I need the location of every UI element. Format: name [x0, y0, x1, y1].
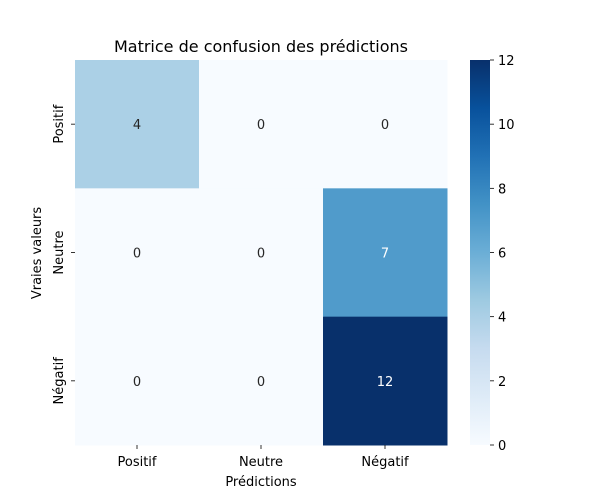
cell-value-r2-c0: 0: [133, 375, 141, 390]
heatmap-cell-r1-c1: [199, 188, 324, 318]
colorbar-tick-label-2: 4: [498, 311, 506, 326]
heatmap-cell-r0-c1: [199, 60, 324, 189]
chart-title: Matrice de confusion des prédictions: [114, 37, 408, 56]
heatmap-cell-r2-c2: [323, 316, 448, 446]
x-axis-label: Prédictions: [225, 475, 297, 490]
cell-value-r1-c1: 0: [257, 247, 265, 262]
cell-value-r0-c2: 0: [381, 118, 389, 133]
colorbar: [470, 60, 490, 445]
heatmap-cell-r0-c0: [75, 60, 200, 189]
colorbar-tick-label-0: 0: [498, 439, 506, 454]
heatmap-cell-labels: 4 0 0 0 0 7 0 0 12: [133, 118, 393, 390]
cell-value-r2-c1: 0: [257, 375, 265, 390]
cell-value-r1-c0: 0: [133, 247, 141, 262]
x-tick-label-2: Négatif: [361, 455, 409, 470]
y-axis-label: Vraies valeurs: [30, 207, 45, 300]
heatmap-cell-r1-c0: [75, 188, 200, 318]
cell-value-r0-c0: 4: [133, 118, 141, 133]
heatmap-cells: [75, 60, 448, 446]
cell-value-r2-c2: 12: [377, 375, 394, 390]
x-axis-ticks: Positif Neutre Négatif: [118, 445, 409, 470]
x-tick-label-1: Neutre: [239, 455, 283, 470]
colorbar-tick-label-6: 12: [498, 54, 515, 69]
x-tick-label-0: Positif: [118, 455, 157, 470]
colorbar-tick-label-1: 2: [498, 375, 506, 390]
cell-value-r0-c1: 0: [257, 118, 265, 133]
colorbar-tick-label-3: 6: [498, 247, 506, 262]
heatmap-cell-r0-c2: [323, 60, 448, 189]
colorbar-tick-label-5: 10: [498, 118, 515, 133]
colorbar-ticks: 0 2 4 6 8 10 12: [490, 54, 515, 454]
y-tick-label-0: Positif: [52, 104, 67, 143]
heatmap-cell-r1-c2: [323, 188, 448, 318]
colorbar-tick-label-4: 8: [498, 182, 506, 197]
heatmap-cell-r2-c0: [75, 316, 200, 446]
heatmap-cell-r2-c1: [199, 316, 324, 446]
y-tick-label-1: Neutre: [52, 230, 67, 274]
y-axis-ticks: Positif Neutre Négatif: [52, 104, 75, 404]
y-tick-label-2: Négatif: [52, 357, 67, 405]
cell-value-r1-c2: 7: [381, 247, 389, 262]
